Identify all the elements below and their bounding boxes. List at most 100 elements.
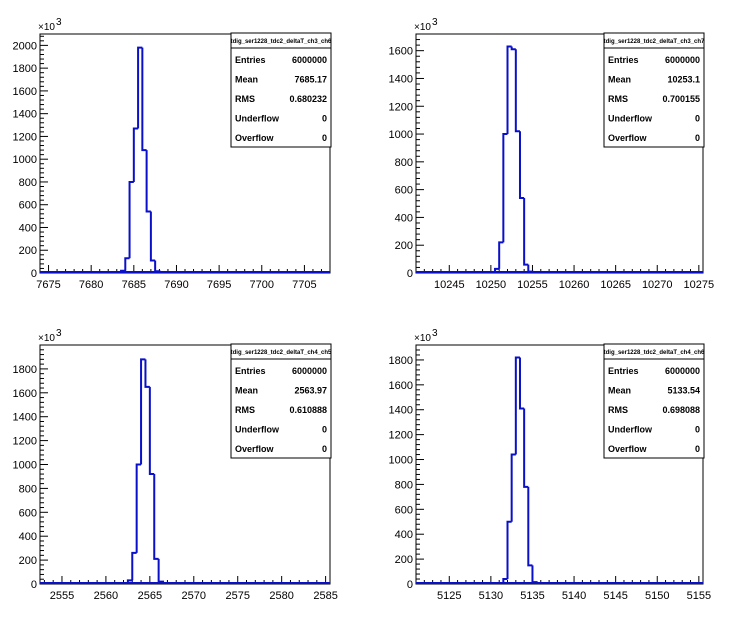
histogram-bin bbox=[523, 197, 529, 266]
histogram-bin bbox=[141, 47, 147, 152]
y-tick-label: 1200 bbox=[13, 131, 37, 143]
y-tick-label: 1800 bbox=[389, 355, 413, 367]
y-tick-label: 1600 bbox=[13, 388, 37, 400]
stats-value: 0 bbox=[322, 133, 327, 143]
x-tick-label: 10275 bbox=[684, 279, 715, 291]
y-tick-label: 1400 bbox=[389, 73, 413, 85]
y-tick-label: 400 bbox=[395, 212, 413, 224]
histogram-bin bbox=[510, 453, 516, 522]
y-tick-label: 1400 bbox=[389, 405, 413, 417]
y-multiplier-label: ×10 bbox=[414, 333, 431, 344]
stats-label: Overflow bbox=[235, 444, 275, 454]
y-tick-label: 1400 bbox=[13, 412, 37, 424]
stats-title: tdig_ser1228_tdc2_deltaT_ch3_ch7 bbox=[604, 39, 705, 45]
stats-title: tdig_ser1228_tdc2_deltaT_ch4_ch6 bbox=[604, 350, 705, 356]
x-tick-label: 10245 bbox=[434, 279, 465, 291]
x-tick-label: 2575 bbox=[225, 590, 249, 602]
histogram-bin bbox=[132, 127, 139, 182]
histogram-bin bbox=[518, 357, 525, 410]
y-tick-label: 1200 bbox=[13, 436, 37, 448]
y-tick-label: 1200 bbox=[389, 101, 413, 113]
y-tick-label: 1200 bbox=[389, 430, 413, 442]
x-tick-label: 2555 bbox=[50, 590, 74, 602]
x-tick-label: 5155 bbox=[687, 590, 711, 602]
y-tick-label: 1600 bbox=[13, 86, 37, 98]
y-tick-label: 0 bbox=[407, 579, 413, 591]
stats-value: 0 bbox=[322, 444, 327, 454]
stats-box: tdig_ser1228_tdc2_deltaT_ch4_ch6 Entries 6… bbox=[603, 343, 705, 459]
stats-value: 5133.54 bbox=[667, 386, 700, 396]
y-tick-label: 200 bbox=[19, 245, 37, 257]
histogram-bin bbox=[523, 408, 529, 488]
stats-label: Mean bbox=[235, 386, 258, 396]
y-multiplier-label: ×10 bbox=[38, 333, 55, 344]
y-tick-label: 600 bbox=[395, 504, 413, 516]
stats-label: Mean bbox=[608, 386, 631, 396]
y-tick-label: 0 bbox=[31, 579, 37, 591]
stats-box: tdig_ser1228_tdc2_deltaT_ch4_ch5 Entries 6… bbox=[230, 343, 332, 459]
stats-box: tdig_ser1228_tdc2_deltaT_ch3_ch7 Entries 6… bbox=[603, 32, 705, 148]
histogram-bin bbox=[140, 358, 146, 465]
histogram-panel-4: 0 200 400 600 800 1000 1200 1400 1600 1800 5125 513… bbox=[389, 328, 712, 602]
x-tick-label: 10250 bbox=[476, 279, 507, 291]
y-tick-label: 800 bbox=[19, 483, 37, 495]
stats-label: RMS bbox=[235, 405, 255, 415]
y-tick-label: 800 bbox=[395, 157, 413, 169]
y-tick-label: 400 bbox=[19, 222, 37, 234]
stats-value: 2563.97 bbox=[294, 386, 327, 396]
y-tick-label: 1800 bbox=[13, 63, 37, 75]
y-tick-label: 2000 bbox=[13, 40, 37, 52]
y-multiplier-label: ×10 bbox=[38, 22, 55, 33]
stats-value: 0 bbox=[695, 114, 700, 124]
y-tick-label: 800 bbox=[395, 479, 413, 491]
y-tick-label: 1800 bbox=[13, 364, 37, 376]
stats-label: RMS bbox=[235, 94, 255, 104]
stats-value: 10253.1 bbox=[667, 75, 700, 85]
x-tick-label: 5135 bbox=[520, 590, 544, 602]
x-tick-label: 7685 bbox=[122, 279, 146, 291]
x-tick-label: 5145 bbox=[603, 590, 627, 602]
y-tick-label: 1400 bbox=[13, 109, 37, 121]
stats-box-frame bbox=[230, 32, 332, 148]
y-multiplier-exponent: 3 bbox=[432, 17, 438, 28]
y-multiplier-exponent: 3 bbox=[56, 328, 62, 339]
histogram-bin bbox=[506, 520, 512, 580]
x-tick-label: 5130 bbox=[479, 590, 503, 602]
histogram-bin bbox=[527, 486, 533, 567]
histogram-bin bbox=[128, 180, 134, 259]
y-tick-label: 1600 bbox=[389, 46, 413, 58]
y-tick-label: 0 bbox=[407, 268, 413, 280]
stats-box-frame bbox=[230, 343, 332, 459]
x-tick-label: 10265 bbox=[600, 279, 631, 291]
stats-value: 0.698088 bbox=[662, 405, 700, 415]
histogram-bin bbox=[502, 133, 508, 243]
y-tick-label: 600 bbox=[19, 507, 37, 519]
y-tick-label: 800 bbox=[19, 177, 37, 189]
stats-label: RMS bbox=[608, 94, 628, 104]
histogram-bin bbox=[498, 241, 504, 269]
histogram-bin bbox=[518, 131, 525, 199]
y-tick-label: 1000 bbox=[13, 460, 37, 472]
x-tick-label: 7695 bbox=[207, 279, 231, 291]
stats-label: Mean bbox=[608, 75, 631, 85]
stats-label: Entries bbox=[608, 366, 639, 376]
x-tick-label: 7690 bbox=[164, 279, 188, 291]
x-tick-label: 5150 bbox=[645, 590, 669, 602]
stats-label: Underflow bbox=[608, 425, 653, 435]
stats-box-frame bbox=[603, 343, 705, 459]
histogram-bin bbox=[514, 49, 520, 133]
x-tick-label: 5140 bbox=[562, 590, 586, 602]
stats-label: Mean bbox=[235, 75, 258, 85]
stats-value: 6000000 bbox=[665, 55, 700, 65]
histogram-bin bbox=[153, 474, 159, 560]
x-tick-label: 2565 bbox=[138, 590, 162, 602]
histogram-panel-2: 0 200 400 600 800 1000 1200 1400 1600 10245 10250 1… bbox=[389, 17, 715, 291]
histogram-bin bbox=[145, 150, 151, 213]
y-tick-label: 200 bbox=[395, 554, 413, 566]
histogram-bin bbox=[124, 257, 130, 271]
stats-label: Underflow bbox=[235, 114, 280, 124]
stats-title: tdig_ser1228_tdc2_deltaT_ch3_ch6 bbox=[231, 39, 332, 45]
y-tick-label: 400 bbox=[395, 529, 413, 541]
x-tick-label: 7705 bbox=[292, 279, 316, 291]
histogram-bin bbox=[157, 558, 165, 584]
